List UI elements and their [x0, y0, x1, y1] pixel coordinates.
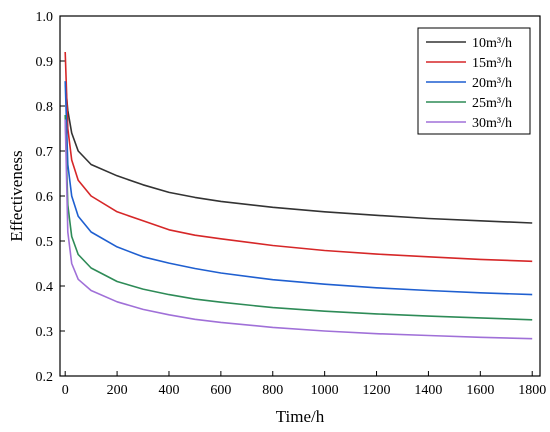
- y-tick-label: 0.5: [36, 235, 54, 250]
- series-lines: [64, 51, 533, 340]
- x-tick-label: 1600: [466, 383, 494, 398]
- legend-box: [417, 27, 531, 135]
- legend: 10m³/h 15m³/h 20m³/h 25m³/h 30m³/h: [417, 27, 531, 135]
- x-tick-label: 800: [262, 383, 283, 398]
- y-tick-label: 0.4: [36, 280, 54, 295]
- x-tick-label: 1200: [363, 383, 391, 398]
- x-tick-label: 600: [210, 383, 231, 398]
- axis-ticks: 0 200 400 600 800 1000 1200 1400 1600 1800 0.2 0.3 0…: [36, 10, 547, 398]
- y-tick-label: 0.8: [36, 100, 54, 115]
- legend-label-3: 20m³/h: [472, 76, 512, 91]
- x-tick-label: 0: [62, 383, 69, 398]
- y-axis-title: Effectiveness: [7, 150, 26, 241]
- y-tick-label: 0.3: [36, 325, 54, 340]
- x-tick-label: 400: [158, 383, 179, 398]
- y-tick-label: 0.9: [36, 55, 54, 70]
- series-line-3: [64, 81, 533, 296]
- x-tick-label: 1400: [414, 383, 442, 398]
- y-tick-label: 0.2: [36, 370, 54, 385]
- legend-label-1: 10m³/h: [472, 36, 512, 51]
- legend-label-5: 30m³/h: [472, 116, 512, 131]
- y-tick-label: 1.0: [36, 10, 54, 25]
- x-tick-label: 1800: [518, 383, 546, 398]
- x-axis-title: Time/h: [276, 407, 325, 426]
- series-line-4: [64, 114, 533, 321]
- series-line-1: [64, 81, 533, 224]
- x-tick-label: 200: [107, 383, 128, 398]
- legend-label-2: 15m³/h: [472, 56, 512, 71]
- x-tick-label: 1000: [311, 383, 339, 398]
- series-line-2: [64, 51, 533, 263]
- legend-label-4: 25m³/h: [472, 96, 512, 111]
- series-line-5: [64, 119, 533, 340]
- y-tick-label: 0.6: [36, 190, 54, 205]
- y-tick-label: 0.7: [36, 145, 54, 160]
